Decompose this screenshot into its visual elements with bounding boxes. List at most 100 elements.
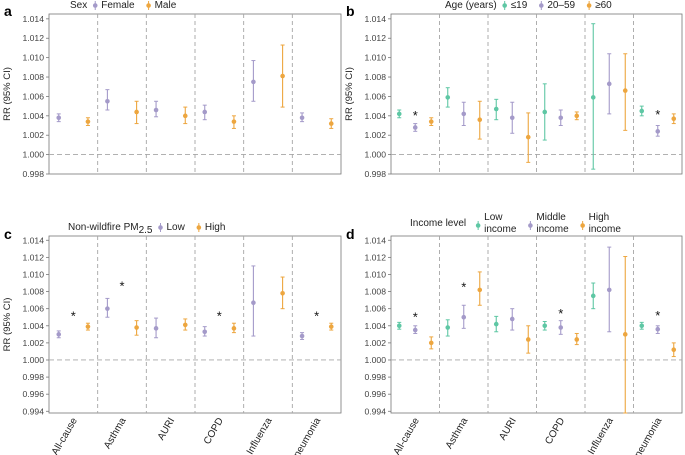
point-estimate <box>590 293 596 299</box>
x-category-label: COPD <box>543 416 567 447</box>
x-category-label: All-cause <box>50 416 80 455</box>
point-estimate <box>202 109 208 115</box>
panel-label-a: a <box>4 3 12 19</box>
panel-b: b 0.998 1.000 1.002 1.004 1.006 1.008 1.010 1.01… <box>344 0 683 179</box>
point-estimate <box>280 73 285 79</box>
point-estimate <box>299 333 305 339</box>
point-estimate <box>202 329 208 335</box>
legend-label: High <box>205 222 226 233</box>
legend: Sex Female Male <box>70 0 177 11</box>
legend-key-point <box>502 3 507 8</box>
y-tick-label: 1.000 <box>364 355 386 365</box>
point-estimate <box>85 324 91 329</box>
legend-key-point <box>539 3 544 8</box>
legend: Age (years) ≤19 20–59 ≥60 <box>445 0 612 11</box>
point-estimate <box>639 108 645 114</box>
series-20-59 <box>412 53 661 137</box>
point-estimate <box>509 316 515 322</box>
y-tick-label: 1.012 <box>364 33 386 43</box>
legend-key-point <box>580 223 585 228</box>
point-estimate <box>655 326 661 332</box>
series-high <box>85 276 334 336</box>
panel-label-b: b <box>346 3 355 19</box>
point-estimate <box>445 95 451 100</box>
point-estimate <box>558 325 564 330</box>
legend-label: income <box>589 224 622 235</box>
x-category-label: AURI <box>156 416 177 442</box>
legend-key-point <box>528 223 533 228</box>
y-tick-label: 1.002 <box>22 338 44 348</box>
panel-label-d: d <box>346 226 355 242</box>
point-estimate <box>153 107 159 113</box>
legend-title: Age (years) <box>445 0 497 11</box>
y-tick-label: 1.004 <box>22 111 44 121</box>
legend-title-subscript: 2.5 <box>139 225 153 236</box>
legend-key-point <box>92 3 98 8</box>
y-tick-label: 0.996 <box>22 389 44 399</box>
series-low <box>56 265 305 340</box>
legend-key-point <box>158 225 163 230</box>
y-tick-label: 1.002 <box>22 130 44 140</box>
x-category-label: Influenza <box>245 416 275 455</box>
panel-c: c 0.994 0.996 0.998 1.000 1.002 1.004 1.006 1.00… <box>2 222 342 455</box>
point-estimate <box>182 322 188 328</box>
y-tick-label: 1.006 <box>22 91 44 101</box>
point-estimate <box>396 111 402 117</box>
point-estimate <box>606 81 612 87</box>
series-middle-income <box>412 246 661 335</box>
y-tick-label: 1.012 <box>22 33 44 43</box>
point-estimate <box>606 287 612 293</box>
significance-star: * <box>655 107 660 122</box>
point-estimate <box>590 95 596 100</box>
y-tick-label: 0.998 <box>22 169 44 179</box>
y-tick-label: 0.994 <box>22 406 44 416</box>
point-estimate <box>56 332 62 337</box>
legend-label: ≤19 <box>511 0 528 11</box>
point-estimate <box>525 134 531 140</box>
point-estimate <box>461 111 467 117</box>
x-category-label: Pneumonia <box>288 416 323 455</box>
legend-label: ≥60 <box>595 0 612 11</box>
significance-star: * <box>461 280 466 295</box>
x-category-label: All-cause <box>392 416 422 455</box>
legend-key-point <box>475 223 481 228</box>
point-estimate <box>574 113 580 119</box>
point-estimate <box>105 306 110 311</box>
legend-label: income <box>536 224 569 235</box>
y-tick-label: 1.002 <box>364 338 386 348</box>
point-estimate <box>622 332 628 337</box>
significance-star: * <box>655 308 660 323</box>
y-tick-label: 1.008 <box>364 72 386 82</box>
x-category-label: Asthma <box>102 416 129 451</box>
y-tick-label: 1.010 <box>22 269 44 279</box>
y-tick-label: 0.998 <box>364 169 386 179</box>
legend-label: Middle <box>536 212 566 223</box>
y-tick-label: 0.994 <box>364 406 386 416</box>
series--19 <box>396 23 645 170</box>
point-estimate <box>328 121 334 126</box>
y-tick-label: 1.008 <box>22 72 44 82</box>
point-estimate <box>493 321 499 327</box>
x-category-label: AURI <box>497 416 518 442</box>
y-tick-label: 1.004 <box>22 321 44 331</box>
y-tick-label: 1.010 <box>22 53 44 63</box>
legend-label: Female <box>101 0 135 11</box>
series-high-income <box>428 256 677 414</box>
series-low-income <box>396 282 645 337</box>
y-tick-label: 1.002 <box>364 130 386 140</box>
x-category-label: Pneumonia <box>630 416 665 455</box>
point-estimate <box>134 325 139 330</box>
point-estimate <box>655 129 661 134</box>
point-estimate <box>56 115 62 121</box>
legend-label: income <box>484 224 517 235</box>
point-estimate <box>231 326 237 331</box>
point-estimate <box>396 323 402 329</box>
point-estimate <box>477 117 483 122</box>
panel-d: d 0.994 0.996 0.998 1.000 1.002 1.004 1.006 1.00… <box>346 212 683 455</box>
point-estimate <box>574 337 580 342</box>
point-estimate <box>671 116 677 122</box>
y-tick-label: 1.004 <box>364 321 386 331</box>
point-estimate <box>85 119 91 124</box>
significance-star: * <box>558 306 563 321</box>
legend-label: High <box>589 212 610 223</box>
